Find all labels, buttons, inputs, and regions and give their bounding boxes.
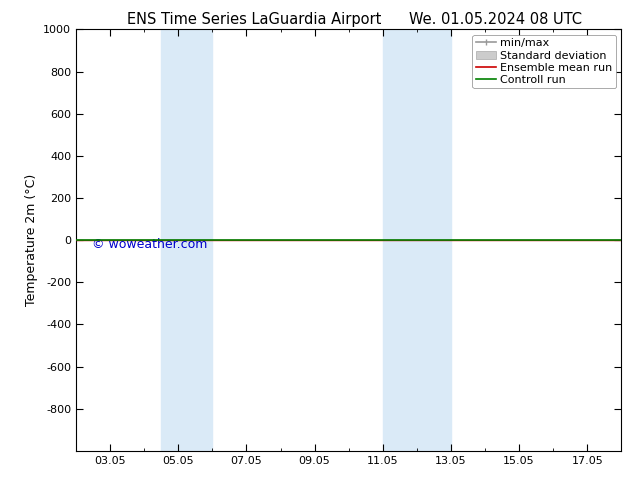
Legend: min/max, Standard deviation, Ensemble mean run, Controll run: min/max, Standard deviation, Ensemble me… xyxy=(472,35,616,88)
Bar xyxy=(161,29,212,451)
Y-axis label: Temperature 2m (°C): Temperature 2m (°C) xyxy=(25,174,37,306)
Text: ENS Time Series LaGuardia Airport: ENS Time Series LaGuardia Airport xyxy=(127,12,381,27)
Text: We. 01.05.2024 08 UTC: We. 01.05.2024 08 UTC xyxy=(409,12,582,27)
Text: © woweather.com: © woweather.com xyxy=(93,238,208,251)
Bar xyxy=(383,29,451,451)
